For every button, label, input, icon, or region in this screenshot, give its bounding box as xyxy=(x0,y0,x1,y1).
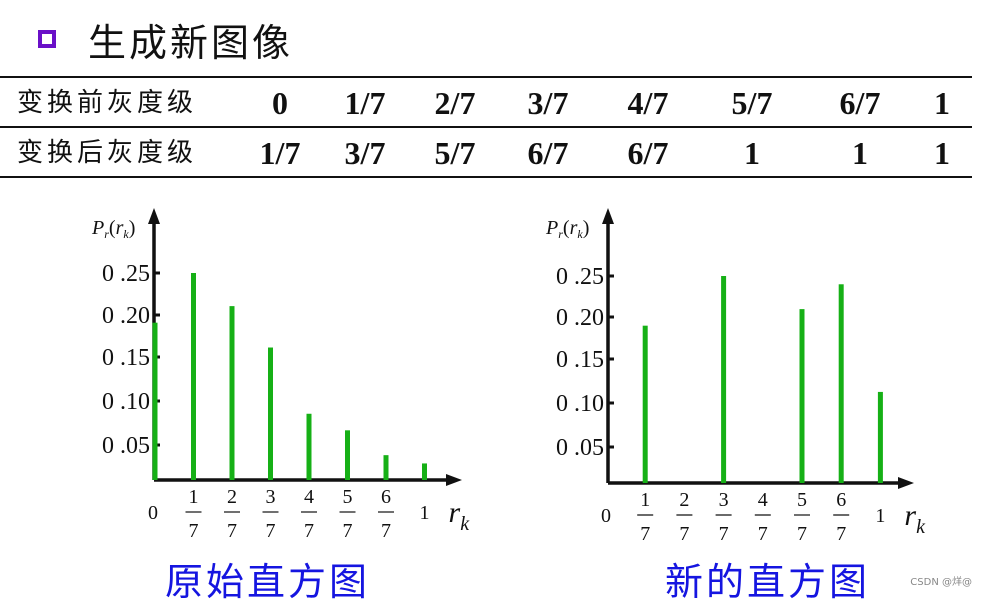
x-tick-numerator: 4 xyxy=(758,489,768,511)
x-tick-label: 0 xyxy=(148,502,158,524)
histogram-bar xyxy=(268,347,273,480)
histogram-bar xyxy=(422,463,427,480)
cell: 1 xyxy=(934,85,950,121)
x-tick-numerator: 5 xyxy=(343,486,353,508)
x-tick-denominator: 7 xyxy=(343,520,353,542)
cell: 1 xyxy=(852,135,868,171)
x-axis-label: rk xyxy=(449,496,471,535)
y-tick-label: 0 .25 xyxy=(556,264,604,290)
cell: 0 xyxy=(272,85,288,121)
y-tick-label: 0 .15 xyxy=(102,345,150,371)
histogram-bar xyxy=(799,309,805,483)
cell: 2/7 xyxy=(434,85,476,121)
row-label-after: 变换后灰度级 xyxy=(17,138,198,168)
original-histogram-chart: 0 .05 0 .10 0 .15 0 .20 0 .25 Pr(rk) 0 1 7 2 7 3 7 4 7… xyxy=(0,0,491,598)
cell: 5/7 xyxy=(434,135,476,171)
cell: 6/7 xyxy=(627,135,669,171)
histogram-bar xyxy=(383,455,389,480)
x-tick-denominator: 7 xyxy=(304,520,314,542)
x-tick-numerator: 5 xyxy=(797,489,807,511)
y-tick-label: 0 .10 xyxy=(102,389,150,415)
x-tick-label: 0 xyxy=(601,505,611,527)
y-tick-label: 0 .10 xyxy=(556,391,604,417)
histogram-bar xyxy=(877,391,883,483)
cell: 5/7 xyxy=(731,85,773,121)
x-tick-label: 1 xyxy=(875,505,885,527)
histogram-bar xyxy=(229,306,235,480)
histogram-bar xyxy=(721,276,727,483)
x-tick-numerator: 3 xyxy=(719,489,729,511)
x-tick-denominator: 7 xyxy=(719,523,729,545)
table-bottom-rule xyxy=(0,176,972,178)
caption-original-histogram: 原始直方图 xyxy=(165,560,371,604)
histogram-bar xyxy=(306,413,312,480)
cell: 4/7 xyxy=(627,85,669,121)
x-tick-numerator: 4 xyxy=(304,486,314,508)
cell: 3/7 xyxy=(344,135,386,171)
histogram-bar xyxy=(345,430,350,480)
x-tick-numerator: 6 xyxy=(836,489,846,511)
y-tick-label: 0 .20 xyxy=(556,305,604,331)
table-row-after: 变换后灰度级 1/7 3/7 5/7 6/7 6/7 1 1 1 xyxy=(0,128,972,178)
caption-new-histogram: 新的直方图 xyxy=(665,560,871,604)
cell: 1/7 xyxy=(344,85,386,121)
watermark: CSDN @烊@ xyxy=(910,577,972,588)
histogram-bar xyxy=(152,322,158,480)
cell: 1 xyxy=(934,135,950,171)
x-tick-numerator: 3 xyxy=(266,486,276,508)
x-tick-denominator: 7 xyxy=(381,520,391,542)
row-label-before: 变换前灰度级 xyxy=(17,88,198,118)
table-row-before: 变换前灰度级 0 1/7 2/7 3/7 4/7 5/7 6/7 1 xyxy=(0,78,972,128)
x-tick-denominator: 7 xyxy=(266,520,276,542)
x-tick-numerator: 2 xyxy=(679,489,689,511)
histogram-bar xyxy=(838,284,844,483)
x-tick-label: 1 xyxy=(420,502,430,524)
x-tick-denominator: 7 xyxy=(836,523,846,545)
y-tick-label: 0 .05 xyxy=(556,435,604,461)
x-axis-label: rk xyxy=(904,499,926,538)
x-tick-denominator: 7 xyxy=(758,523,768,545)
table-mid-rule xyxy=(0,126,972,128)
slide-header: 生成新图像 xyxy=(38,14,294,65)
x-tick-numerator: 1 xyxy=(189,486,199,508)
hollow-square-bullet-icon xyxy=(38,30,56,48)
cell: 1 xyxy=(744,135,760,171)
table-top-rule xyxy=(0,76,972,78)
histogram-bar xyxy=(191,273,196,480)
x-tick-denominator: 7 xyxy=(640,523,650,545)
x-tick-denominator: 7 xyxy=(679,523,689,545)
y-axis-label: Pr(rk) xyxy=(91,217,135,241)
cell: 6/7 xyxy=(839,85,881,121)
x-tick-numerator: 1 xyxy=(640,489,650,511)
cell: 3/7 xyxy=(527,85,569,121)
x-tick-denominator: 7 xyxy=(797,523,807,545)
histogram-bar xyxy=(642,325,648,483)
y-axis-arrow-icon xyxy=(148,208,160,224)
x-axis-arrow-icon xyxy=(446,474,462,486)
y-tick-label: 0 .25 xyxy=(102,261,150,287)
y-tick-label: 0 .05 xyxy=(102,433,150,459)
y-axis-arrow-icon xyxy=(602,208,614,224)
cell: 6/7 xyxy=(527,135,569,171)
original-histogram-svg: 0 .05 0 .10 0 .15 0 .20 0 .25 Pr(rk) 0 1 7 2 7 3 7 4 7… xyxy=(91,208,471,542)
x-tick-numerator: 6 xyxy=(381,486,391,508)
cell: 1/7 xyxy=(259,135,301,171)
y-tick-label: 0 .20 xyxy=(102,303,150,329)
y-axis-label: Pr(rk) xyxy=(545,217,589,241)
x-tick-denominator: 7 xyxy=(189,520,199,542)
x-tick-numerator: 2 xyxy=(227,486,237,508)
x-axis-arrow-icon xyxy=(898,477,914,489)
x-tick-denominator: 7 xyxy=(227,520,237,542)
slide-title: 生成新图像 xyxy=(88,20,294,65)
y-tick-label: 0 .15 xyxy=(556,347,604,373)
